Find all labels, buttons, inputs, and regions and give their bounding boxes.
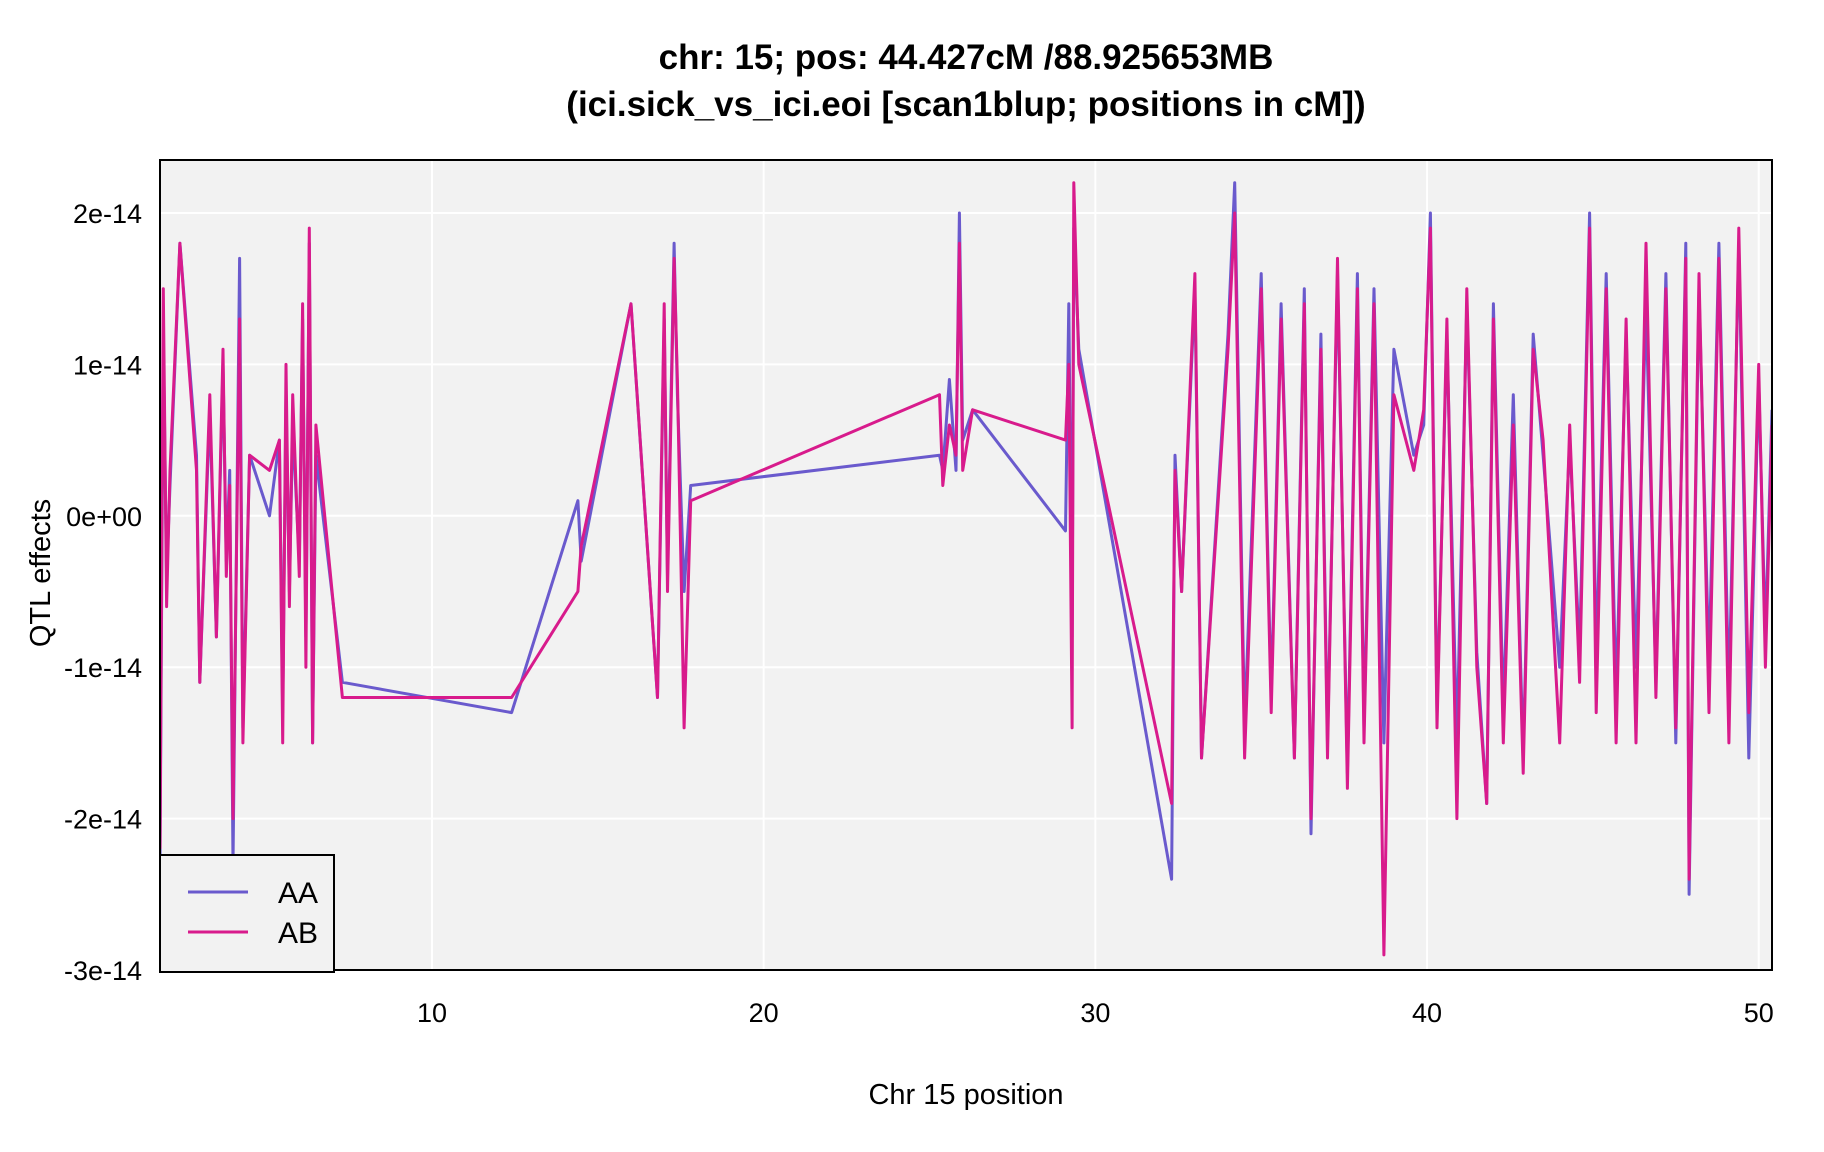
y-tick-label: 0e+00 bbox=[66, 502, 142, 532]
series-layer bbox=[160, 181, 1772, 957]
y-tick-label: -3e-14 bbox=[64, 956, 142, 986]
legend-label-aa: AA bbox=[278, 877, 318, 910]
y-axis-ticks: -3e-14 -2e-14 -1e-14 0e+00 1e-14 2e-14 bbox=[64, 199, 142, 986]
y-tick-label: 2e-14 bbox=[73, 199, 142, 229]
x-tick-label: 10 bbox=[417, 998, 447, 1028]
plot-frame bbox=[159, 159, 1773, 971]
y-tick-label: -1e-14 bbox=[64, 653, 142, 683]
chart-title-line2: (ici.sick_vs_ici.eoi [scan1blup; positio… bbox=[566, 85, 1365, 124]
x-axis-ticks: 10 20 30 40 50 bbox=[417, 998, 1774, 1028]
y-tick-label: -2e-14 bbox=[64, 805, 142, 835]
x-axis-label: Chr 15 position bbox=[868, 1079, 1063, 1111]
x-tick-label: 50 bbox=[1744, 998, 1774, 1028]
legend-label-ab: AB bbox=[278, 917, 318, 950]
legend: AA AB bbox=[159, 854, 335, 973]
plot-area bbox=[160, 160, 1772, 970]
y-axis-label: QTL effects bbox=[25, 499, 57, 647]
chart-title-line1: chr: 15; pos: 44.427cM /88.925653MB bbox=[659, 38, 1274, 77]
x-tick-label: 40 bbox=[1412, 998, 1442, 1028]
x-tick-label: 30 bbox=[1080, 998, 1110, 1028]
legend-box bbox=[159, 854, 335, 973]
series-line-ab bbox=[160, 181, 1772, 957]
y-tick-label: 1e-14 bbox=[73, 350, 142, 380]
x-tick-label: 20 bbox=[749, 998, 779, 1028]
